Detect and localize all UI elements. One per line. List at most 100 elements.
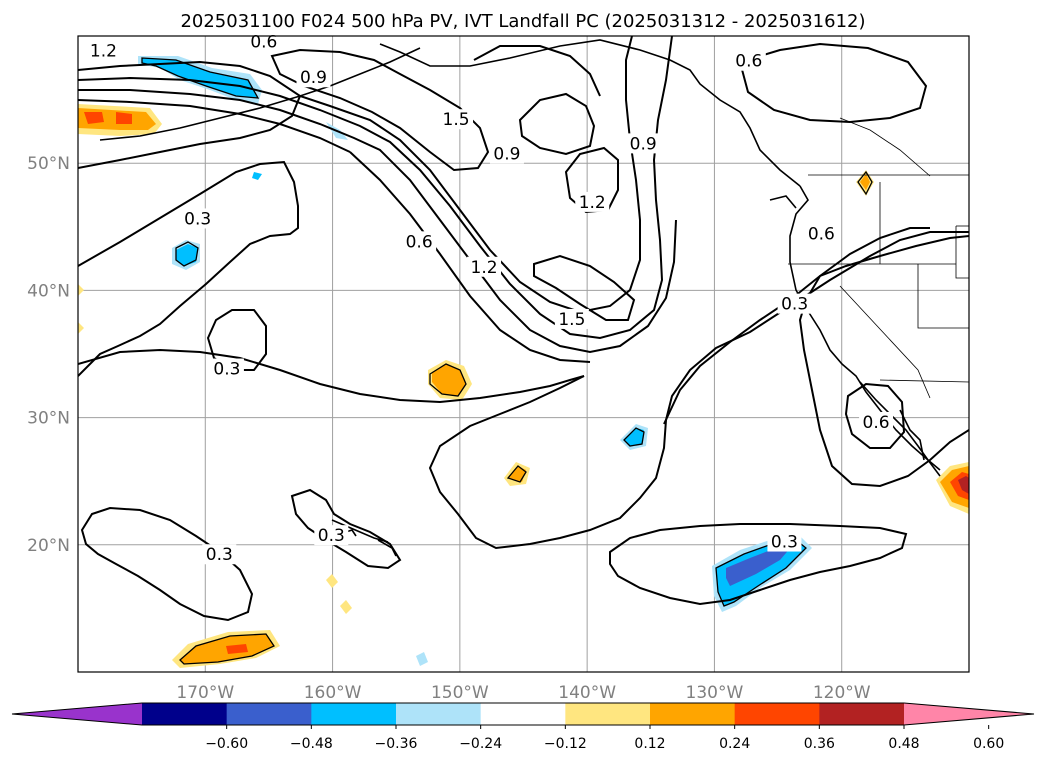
contour-label-group: 0.3	[777, 293, 812, 315]
contour-label: 1.2	[471, 258, 498, 278]
contour-label: 0.6	[735, 52, 762, 72]
colorbar-tick-label: −0.12	[544, 736, 587, 752]
contour-label-group: 0.6	[246, 31, 281, 53]
contour-label-backdrop	[626, 133, 661, 154]
lon-tick-label: 170°W	[176, 683, 234, 703]
contour-label-backdrop	[731, 50, 766, 71]
contour-label: 0.3	[184, 209, 211, 229]
shade-center-orange	[428, 360, 472, 400]
contour-label-backdrop	[246, 31, 281, 52]
lon-tick-label: 150°W	[431, 683, 489, 703]
contour-label: 0.3	[206, 545, 233, 565]
contour-label: 0.3	[781, 295, 808, 315]
contour-labels: 1.2 0.6 0.9 1.5 0.9 1.2 0.9 0.6 1.2 1.5 0.6 0.6 0.3 0…	[86, 31, 894, 565]
contour-label: 0.3	[771, 533, 798, 553]
contour-label-backdrop	[767, 531, 802, 552]
contour-label: 0.3	[318, 526, 345, 546]
colorbar-tick-label: 0.60	[973, 736, 1004, 752]
shade-dot-yellow-1	[326, 574, 338, 588]
contour-label: 0.6	[406, 232, 433, 252]
shade-small-orange	[508, 466, 526, 482]
contour-label: 1.2	[579, 193, 606, 213]
pv-contours	[78, 36, 969, 622]
colorbar-bin-7	[734, 703, 820, 725]
shade-edge-yellow-1	[78, 284, 84, 296]
contour-label-group: 1.5	[554, 308, 589, 330]
colorbar-bin-5	[565, 703, 651, 725]
colorbar-tick-label: −0.36	[375, 736, 418, 752]
contour-label-backdrop	[202, 544, 237, 565]
lat-tick-label: 40°N	[27, 281, 70, 301]
colorbar-bin-3	[396, 703, 482, 725]
lat-tick-label: 30°N	[27, 409, 70, 429]
contour-label-backdrop	[180, 208, 215, 229]
contour-label-group: 0.6	[731, 50, 766, 72]
contour-label-backdrop	[489, 143, 524, 164]
contour-label-group: 0.3	[209, 358, 244, 380]
contour-label-group: 0.3	[202, 544, 237, 565]
colorbar-tick-label: 0.36	[804, 736, 835, 752]
contour-label-backdrop	[777, 293, 812, 314]
colorbar-tick-label: −0.60	[205, 736, 248, 752]
colorbar: −0.60 −0.48 −0.36 −0.24 −0.12 0.12 0.24 0.36 0.4…	[11, 702, 1035, 752]
contour-label: 0.6	[808, 225, 835, 245]
colorbar-tick-label: 0.48	[888, 736, 919, 752]
contour-label-backdrop	[86, 40, 121, 61]
shade-dot-blue-2	[416, 652, 428, 666]
chart-title: 2025031100 F024 500 hPa PV, IVT Landfall…	[180, 11, 865, 32]
lat-tick-label: 50°N	[27, 154, 70, 174]
shade-bering-blue	[138, 56, 262, 104]
contour-label-backdrop	[439, 109, 474, 130]
colorbar-extend-high	[904, 703, 1034, 725]
contour-label-backdrop	[209, 358, 244, 379]
colorbar-bin-1	[226, 703, 312, 725]
contour-label-backdrop	[859, 411, 894, 432]
colorbar-outline	[11, 702, 1035, 726]
contour-label-backdrop	[804, 223, 839, 244]
shade-dot-blue	[252, 172, 262, 180]
colorbar-tick-label: −0.48	[290, 736, 333, 752]
contour-label-group: 0.6	[402, 231, 437, 252]
pv-shading	[78, 56, 969, 668]
map-panel: 1.2 0.6 0.9 1.5 0.9 1.2 0.9 0.6 1.2 1.5 0.6 0.6 0.3 0…	[77, 31, 970, 673]
shade-edge-yellow-2	[78, 322, 84, 334]
shade-southwest-orange	[172, 630, 280, 668]
contour-label-group: 0.3	[767, 531, 802, 553]
longitude-tick-labels: 170°W 160°W 150°W 140°W 130°W 120°W	[176, 683, 870, 703]
contour-label-group: 0.9	[626, 133, 661, 154]
contour-label: 1.5	[443, 110, 470, 130]
contour-label-backdrop	[314, 525, 349, 546]
contour-label-backdrop	[296, 67, 331, 88]
colorbar-bin-0	[142, 703, 228, 725]
contour-label: 0.6	[250, 33, 277, 53]
lon-tick-label: 140°W	[558, 683, 616, 703]
contour-label-backdrop	[467, 256, 502, 277]
map-background	[78, 36, 969, 672]
contour-label: 1.5	[558, 310, 585, 330]
contour-label-group: 1.2	[575, 191, 610, 213]
contour-label-group: 1.5	[439, 109, 474, 130]
contour-label: 0.9	[630, 134, 657, 154]
contour-label-group: 0.6	[804, 223, 839, 245]
colorbar-bin-2	[311, 703, 397, 725]
contour-label-group: 0.3	[314, 525, 349, 546]
contour-label-group: 0.9	[296, 67, 331, 88]
latitude-tick-labels: 50°N 40°N 30°N 20°N	[27, 154, 70, 556]
contour-label-backdrop	[402, 231, 437, 252]
contour-label-backdrop	[554, 308, 589, 329]
lon-tick-label: 120°W	[813, 683, 871, 703]
political-borders	[788, 117, 969, 399]
contour-label: 1.2	[90, 42, 117, 62]
shade-mexico-orange	[936, 462, 969, 514]
lon-tick-label: 130°W	[686, 683, 744, 703]
shade-west-orange	[78, 104, 162, 136]
map-frame	[77, 35, 970, 673]
contour-label-group: 0.3	[180, 208, 215, 229]
contour-label-group: 1.2	[86, 40, 121, 62]
lat-tick-label: 20°N	[27, 536, 70, 556]
shade-dot-yellow-2	[340, 600, 352, 614]
colorbar-bin-8	[819, 703, 905, 725]
shade-nevada-orange	[856, 170, 874, 196]
colorbar-tick-label: −0.24	[459, 736, 502, 752]
